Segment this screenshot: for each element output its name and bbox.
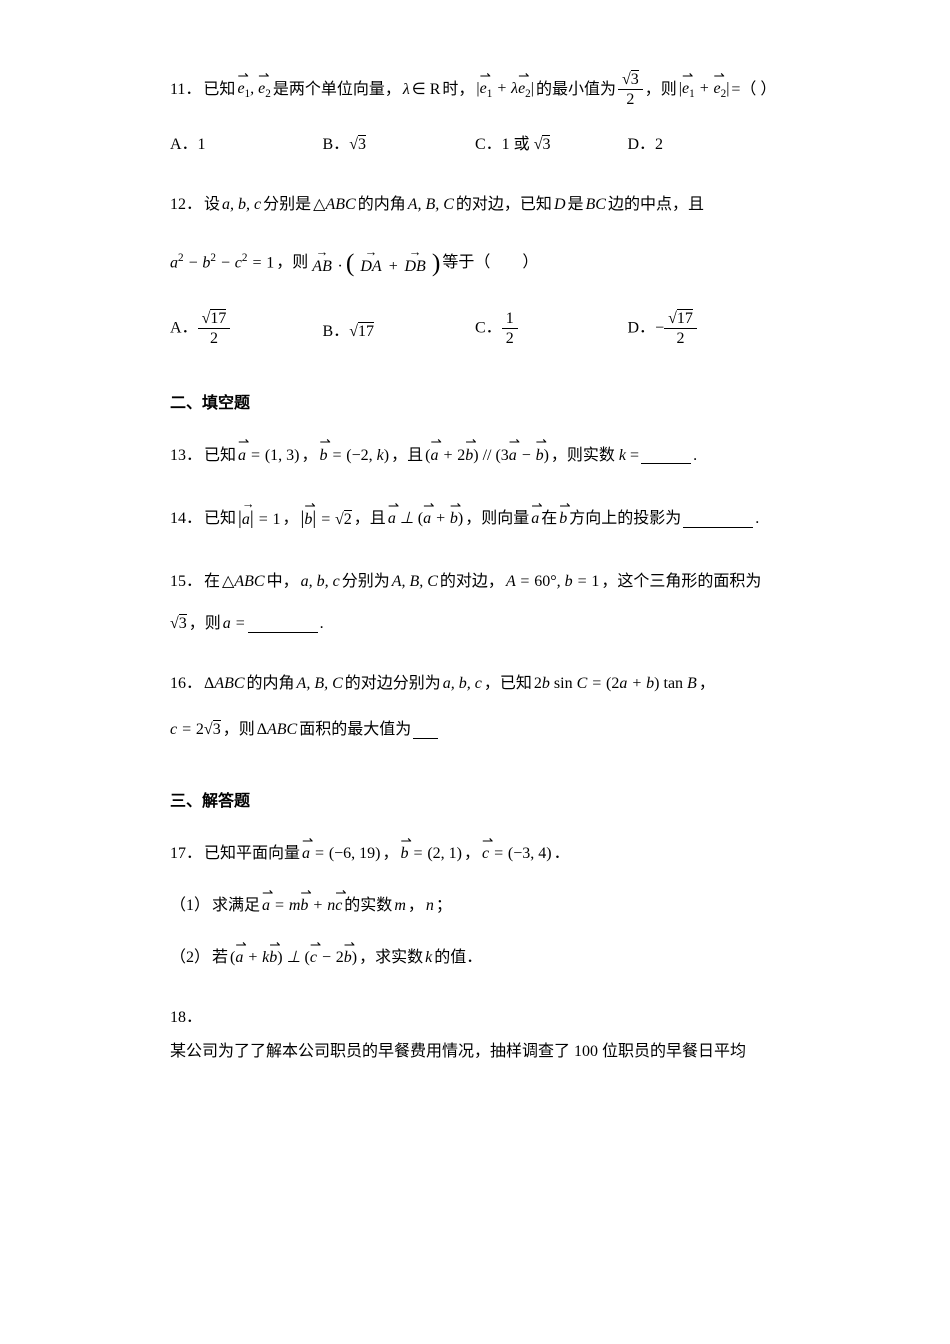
q16-number: 16． xyxy=(170,668,202,700)
q12-opt-c: C．12 xyxy=(475,309,628,348)
section-2-title: 二、填空题 xyxy=(170,388,780,420)
question-13: 13． 已知 a = (1, 3) ， b = (−2, k) ，且 (a + … xyxy=(170,440,780,472)
q11-text3: 时， xyxy=(442,74,474,106)
q11-opt-b: B．√3 xyxy=(323,129,476,161)
q11-text5: ，则 xyxy=(645,74,677,106)
q16-blank xyxy=(413,722,438,739)
q14-number: 14． xyxy=(170,503,202,535)
q11-opt-c: C．1 或 √3 xyxy=(475,129,628,161)
q12-number: 12． xyxy=(170,189,202,221)
q12-opt-b: B．√17 xyxy=(323,316,476,348)
q17-part1-label: （1） xyxy=(170,890,210,922)
q12-opt-d: D．−√172 xyxy=(628,309,781,348)
q11-opt-d: D．2 xyxy=(628,129,781,161)
question-17: 17． 已知平面向量 a = (−6, 19) ， b = (2, 1) ， c… xyxy=(170,838,780,974)
question-18: 18． 某公司为了了解本公司职员的早餐费用情况，抽样调查了 100 位职员的早餐… xyxy=(170,1002,780,1068)
q13-blank xyxy=(641,447,691,464)
q11-options: A．1 B．√3 C．1 或 √3 D．2 xyxy=(170,129,780,161)
q13-number: 13． xyxy=(170,440,202,472)
q11-text2: 是两个单位向量， xyxy=(273,74,401,106)
q11-text4: 的最小值为 xyxy=(536,74,616,106)
q11-text: 已知 xyxy=(203,74,235,106)
q15-blank xyxy=(248,616,318,633)
document-page: 11． 已知 e1, e2 是两个单位向量， λ ∈ R 时， |e1 + λe… xyxy=(0,0,950,1136)
q11-opt-a: A．1 xyxy=(170,129,323,161)
question-11: 11． 已知 e1, e2 是两个单位向量， λ ∈ R 时， |e1 + λe… xyxy=(170,70,780,161)
question-16: 16． ΔABC 的内角 A, B, C 的对边分别为 a, b, c ，已知 … xyxy=(170,668,780,746)
question-15: 15． 在 △ABC 中， a, b, c 分别为 A, B, C 的对边， A… xyxy=(170,566,780,640)
question-14: 14． 已知 |a| = 1 ， |b| = √2 ，且 a ⊥ (a + b)… xyxy=(170,500,780,538)
q18-text: 某公司为了了解本公司职员的早餐费用情况，抽样调查了 100 位职员的早餐日平均 xyxy=(170,1036,746,1068)
q11-minval: √3 2 xyxy=(618,70,643,109)
q11-number: 11． xyxy=(170,74,201,106)
q12-options: A．√172 B．√17 C．12 D．−√172 xyxy=(170,309,780,348)
q11-tail: =（ ） xyxy=(731,74,776,106)
q12-opt-a: A．√172 xyxy=(170,309,323,348)
q17-part2-label: （2） xyxy=(170,942,210,974)
question-12: 12． 设 a, b, c 分别是 △ABC 的内角 A, B, C 的对边，已… xyxy=(170,189,780,348)
q18-number: 18． xyxy=(170,1002,202,1034)
q15-number: 15． xyxy=(170,566,202,598)
q14-blank xyxy=(683,511,753,528)
q17-number: 17． xyxy=(170,838,202,870)
section-3-title: 三、解答题 xyxy=(170,786,780,818)
